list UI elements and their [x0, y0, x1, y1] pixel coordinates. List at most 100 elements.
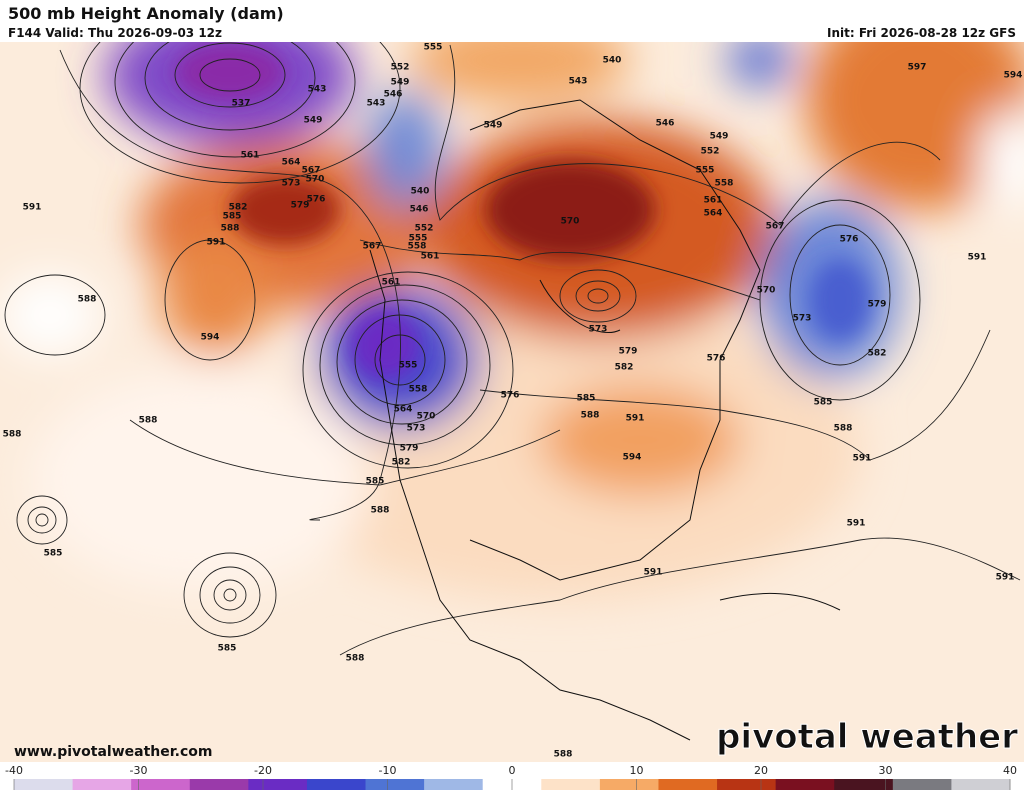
contour-label: 588	[78, 295, 97, 305]
contour-label: 588	[3, 430, 22, 440]
map-title: 500 mb Height Anomaly (dam)	[8, 4, 284, 23]
colorbar-tick-label: 20	[754, 764, 768, 777]
contour-label: 579	[400, 444, 419, 454]
contour-label: 564	[282, 158, 301, 168]
contour-label: 555	[409, 234, 428, 244]
contour-label: 591	[207, 238, 226, 248]
colorbar-swatch	[541, 779, 601, 790]
contour-label: 594	[1004, 71, 1023, 81]
colorbar-tick-label: -20	[254, 764, 272, 777]
colorbar-swatch	[424, 779, 484, 790]
contour-label: 561	[704, 196, 723, 206]
contour-label: 564	[704, 209, 723, 219]
contour-label: 567	[766, 222, 785, 232]
contour-label: 570	[561, 217, 580, 227]
colorbar-tick-label: 40	[1003, 764, 1017, 777]
contour-label: 576	[707, 354, 726, 364]
contour-label: 567	[363, 242, 382, 252]
contour-label: 549	[710, 132, 729, 142]
colorbar-swatch	[834, 779, 894, 790]
contour-label: 591	[644, 568, 663, 578]
contour-label: 585	[218, 644, 237, 654]
contour-label: 537	[232, 99, 251, 109]
contour-label: 588	[371, 506, 390, 516]
colorbar-tick-label: -30	[130, 764, 148, 777]
contour-label: 582	[229, 203, 248, 213]
contour-label: 585	[577, 394, 596, 404]
contour-label: 576	[840, 235, 859, 245]
contour-label: 576	[501, 391, 520, 401]
contour-label: 561	[382, 278, 401, 288]
contour-label: 549	[391, 78, 410, 88]
colorbar-swatch	[951, 779, 1011, 790]
contour-label: 549	[304, 116, 323, 126]
contours	[4, 42, 1021, 656]
contour-label: 540	[411, 187, 430, 197]
colorbar-swatch	[775, 779, 835, 790]
contour-label: 558	[715, 179, 734, 189]
contour-label: 585	[223, 212, 242, 222]
site-url: www.pivotalweather.com	[14, 744, 213, 760]
colorbar-swatch	[189, 779, 249, 790]
colorbar: -40 -30 -20 -10 0 10 20 30 40	[0, 762, 1024, 791]
contour-label: 558	[409, 385, 428, 395]
contour-label: 585	[366, 477, 385, 487]
labels: 5555525495465435435405465495525555585615…	[3, 43, 1023, 760]
contour-label: 582	[868, 349, 887, 359]
contour-label: 567	[302, 166, 321, 176]
colorbar-swatch	[599, 779, 659, 790]
colorbar-tick-label: 10	[630, 764, 644, 777]
contour-label: 546	[384, 90, 403, 100]
contour-label: 579	[291, 201, 310, 211]
contour-label: 573	[793, 314, 812, 324]
contour-label: 591	[626, 414, 645, 424]
contour-label: 588	[581, 411, 600, 421]
contour-label: 588	[346, 654, 365, 664]
contour-label: 579	[868, 300, 887, 310]
contour-label: 591	[853, 454, 872, 464]
colorbar-tick-label: -10	[379, 764, 397, 777]
contour-label: 576	[307, 195, 326, 205]
contour-label: 582	[392, 458, 411, 468]
contour-label: 594	[623, 453, 642, 463]
contour-label: 591	[23, 203, 42, 213]
valid-time: F144 Valid: Thu 2026-09-03 12z	[8, 26, 222, 40]
contour-label: 588	[554, 750, 573, 760]
contour-label: 564	[394, 405, 413, 415]
contour-label: 585	[44, 549, 63, 559]
contour-label: 552	[415, 224, 434, 234]
contour-label: 552	[391, 63, 410, 73]
contour-label: 555	[399, 361, 418, 371]
colorbar-swatch	[365, 779, 425, 790]
contour-label: 588	[221, 224, 240, 234]
contour-label: 588	[139, 416, 158, 426]
colorbar-swatch	[717, 779, 777, 790]
colorbar-swatch	[72, 779, 132, 790]
logo: pivotal weather	[716, 717, 1018, 757]
contour-label: 591	[847, 519, 866, 529]
contour-label: 558	[408, 242, 427, 252]
contour-label: 582	[615, 363, 634, 373]
contour-label: 543	[569, 77, 588, 87]
contour-label: 543	[308, 85, 327, 95]
contour-label: 570	[306, 175, 325, 185]
contour-label: 543	[367, 99, 386, 109]
contour-label: 597	[908, 63, 927, 73]
coastlines	[369, 99, 841, 741]
map	[0, 42, 1024, 762]
contour-label: 594	[201, 333, 220, 343]
contour-label: 546	[410, 205, 429, 215]
colorbar-swatch	[892, 779, 952, 790]
contour-label: 546	[656, 119, 675, 129]
contour-label: 588	[834, 424, 853, 434]
contour-label: 573	[282, 179, 301, 189]
colorbar-tick-label: 0	[509, 764, 516, 777]
contour-label: 540	[603, 56, 622, 66]
colorbar-swatch	[248, 779, 308, 790]
init-time: Init: Fri 2026-08-28 12z GFS	[827, 26, 1016, 40]
contour-label: 555	[424, 43, 443, 53]
contour-label: 561	[421, 252, 440, 262]
colorbar-swatch	[306, 779, 367, 790]
contour-label: 591	[968, 253, 987, 263]
